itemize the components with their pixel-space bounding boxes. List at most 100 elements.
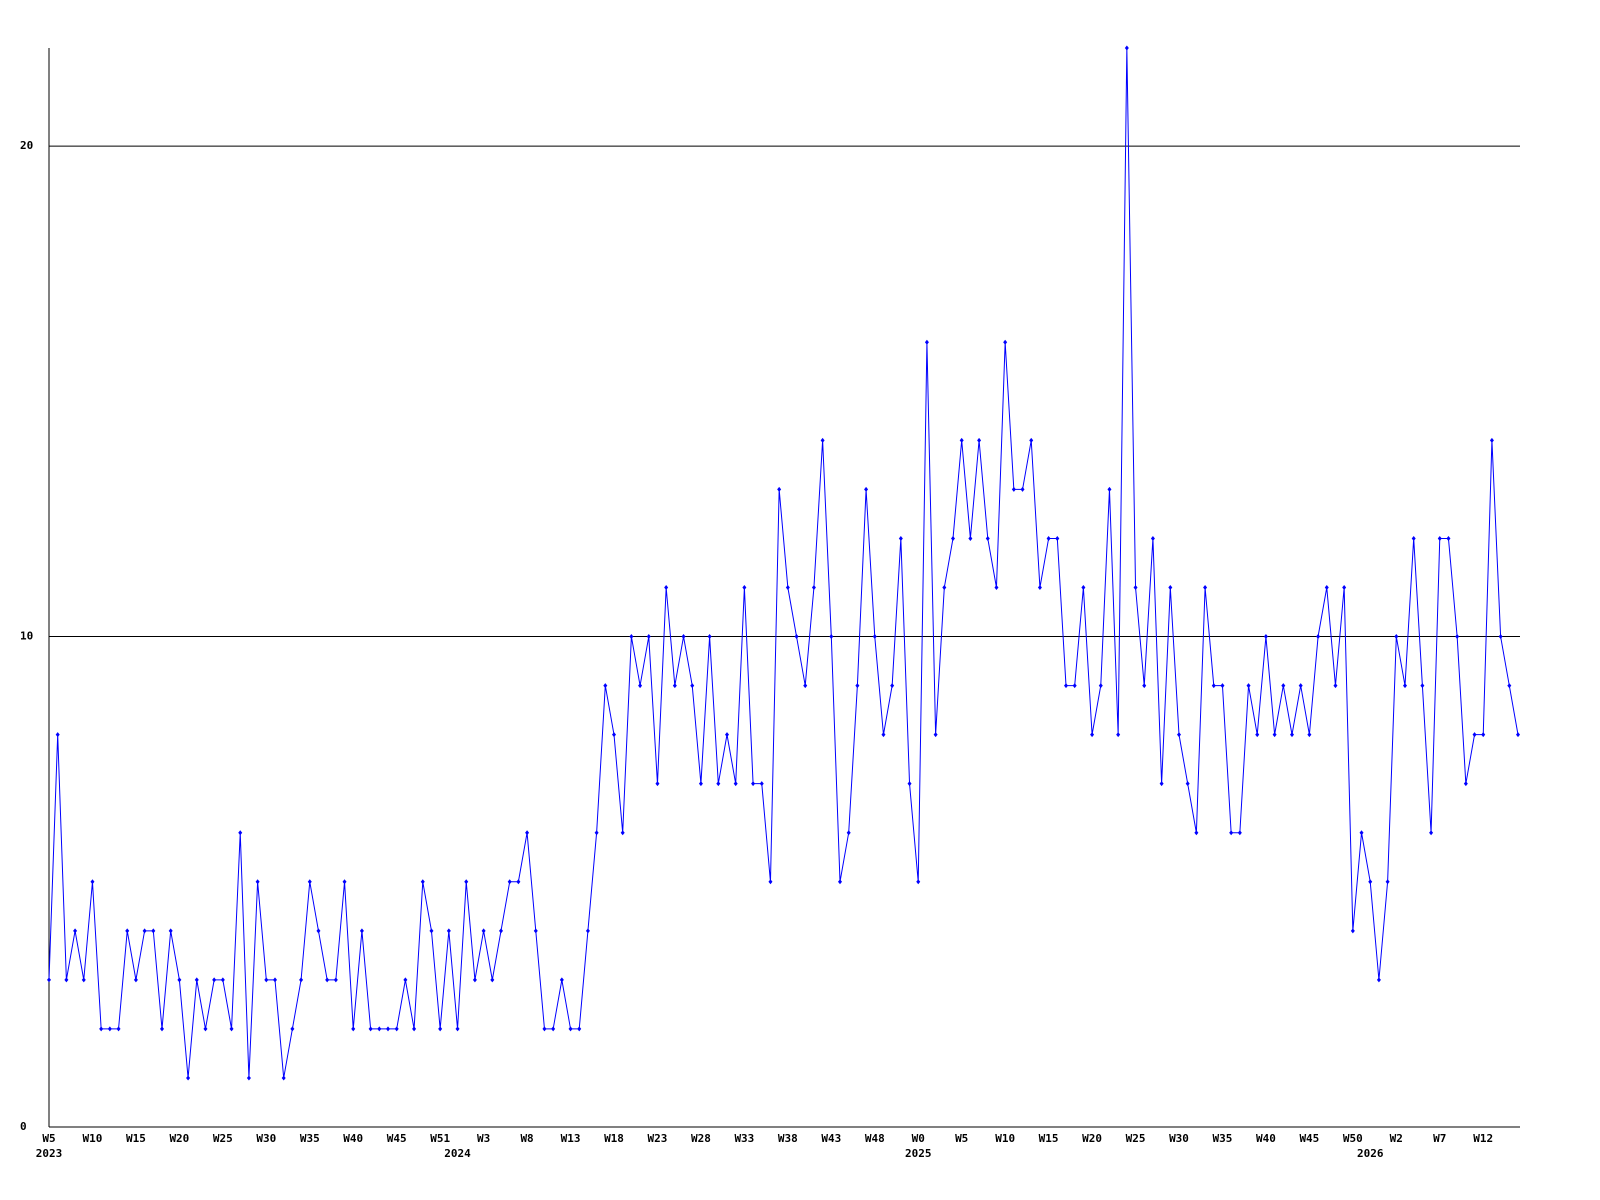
x-tick-label: W0 (912, 1132, 925, 1145)
data-point (1177, 732, 1181, 738)
data-point (855, 683, 860, 689)
y-tick-label: 20 (20, 139, 33, 152)
data-point (1220, 683, 1225, 689)
data-point (820, 437, 825, 443)
data-point (1020, 486, 1025, 492)
data-point (1194, 830, 1199, 836)
x-tick-label: W45 (1299, 1132, 1319, 1145)
x-tick-label: W40 (1256, 1132, 1276, 1145)
x-tick-label: W7 (1433, 1132, 1446, 1145)
data-point (1064, 683, 1068, 689)
data-point (1150, 535, 1155, 541)
data-point (612, 732, 616, 738)
data-point (1142, 683, 1147, 689)
data-point (1081, 585, 1086, 590)
data-point (646, 634, 651, 640)
data-point (690, 683, 695, 689)
data-point (1368, 879, 1373, 885)
x-year-label: 2023 (36, 1147, 63, 1160)
data-point (994, 585, 999, 590)
data-point (1263, 634, 1268, 640)
data-point (1489, 437, 1494, 443)
x-tick-label: W40 (343, 1132, 363, 1145)
data-point (924, 339, 929, 345)
data-point (838, 879, 842, 885)
data-point (1333, 683, 1338, 689)
data-point (864, 486, 869, 492)
data-point (829, 634, 834, 640)
data-point (768, 879, 773, 885)
x-tick-label: W51 (430, 1132, 450, 1145)
data-point (316, 928, 321, 934)
data-point (594, 830, 599, 836)
data-point (229, 1026, 234, 1032)
data-point (1255, 732, 1260, 738)
data-point (1403, 683, 1407, 689)
data-point (1272, 732, 1277, 738)
data-point (881, 732, 886, 738)
x-tick-label: W15 (126, 1132, 146, 1145)
data-point (1394, 634, 1399, 640)
data-point (1011, 486, 1016, 492)
data-point (959, 437, 964, 443)
data-point (368, 1026, 373, 1032)
data-point (142, 928, 147, 934)
data-point (507, 879, 512, 885)
data-point (403, 977, 408, 983)
data-point (803, 683, 808, 689)
data-point (1359, 830, 1364, 836)
data-point (1420, 683, 1425, 689)
data-point (333, 977, 338, 983)
data-point (1124, 45, 1129, 51)
data-point (455, 1026, 460, 1032)
data-point (499, 928, 503, 934)
data-point (446, 928, 451, 934)
data-point (90, 879, 95, 885)
data-point (472, 977, 477, 983)
data-point (64, 977, 69, 983)
data-point (307, 879, 312, 885)
data-point (394, 1026, 399, 1032)
data-point (160, 1026, 164, 1032)
x-tick-label: W5 (955, 1132, 968, 1145)
x-tick-label: W28 (691, 1132, 711, 1145)
data-point (568, 1026, 573, 1032)
data-point (525, 830, 530, 836)
x-tick-label: W30 (1169, 1132, 1189, 1145)
x-tick-label: W45 (387, 1132, 407, 1145)
data-point (1411, 535, 1416, 541)
data-point (716, 781, 721, 787)
data-point (1446, 535, 1451, 541)
data-point (212, 977, 217, 983)
data-point (629, 634, 634, 640)
data-point (73, 928, 78, 934)
series-line (48, 47, 1519, 1079)
data-point (81, 977, 86, 983)
x-tick-label: W10 (995, 1132, 1015, 1145)
data-point (273, 977, 277, 983)
data-point (1133, 585, 1138, 590)
data-point (620, 830, 625, 836)
data-point (1098, 683, 1103, 689)
data-point (1107, 486, 1112, 492)
data-point (1237, 830, 1242, 836)
data-point (898, 535, 903, 541)
data-point (751, 781, 756, 787)
y-tick-label: 10 (20, 630, 33, 643)
data-point (420, 879, 425, 885)
data-point (638, 683, 643, 689)
data-point (481, 928, 486, 934)
data-point (1159, 781, 1164, 787)
x-tick-label: W38 (778, 1132, 798, 1145)
data-point (1455, 634, 1460, 640)
data-point (672, 683, 677, 689)
x-tick-label: W50 (1343, 1132, 1363, 1145)
data-point (559, 977, 564, 983)
data-point (1003, 339, 1008, 345)
data-point (655, 781, 660, 787)
data-point (1376, 977, 1381, 983)
data-point (220, 977, 225, 983)
data-point (1429, 830, 1434, 836)
x-tick-label: W33 (734, 1132, 754, 1145)
